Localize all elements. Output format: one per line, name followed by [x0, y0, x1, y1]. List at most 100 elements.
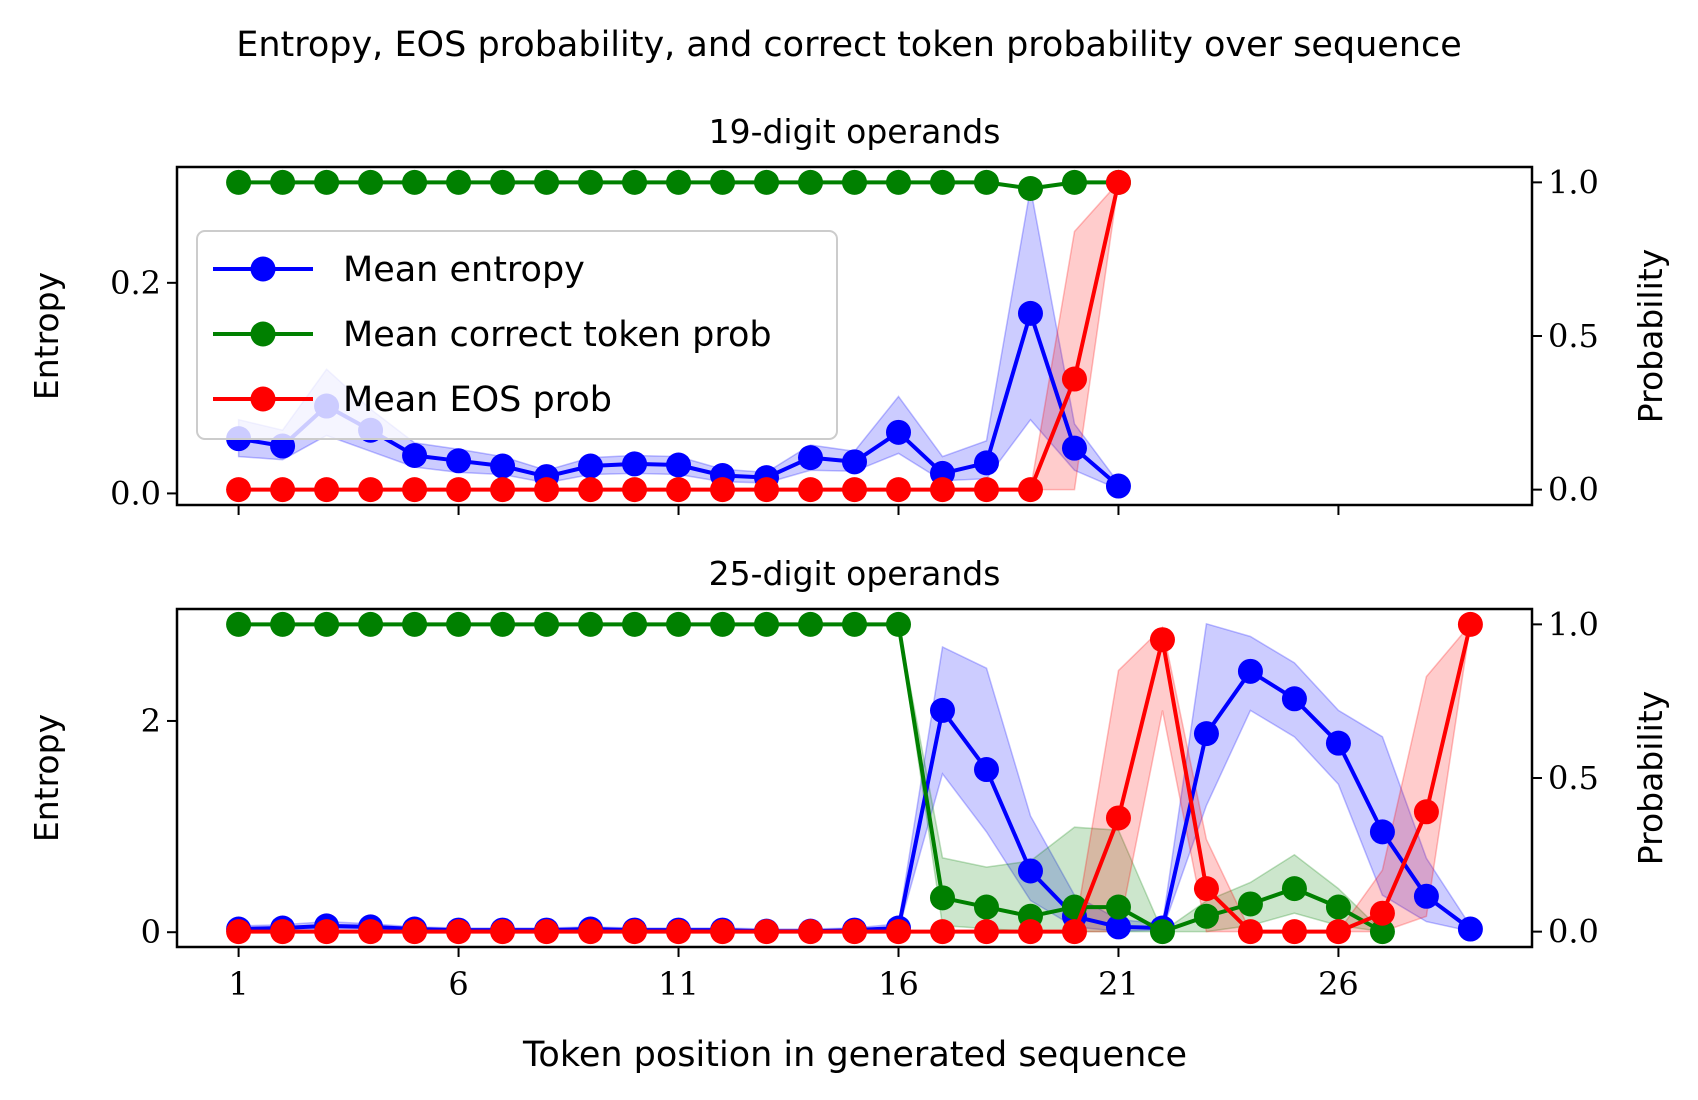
data-point [1193, 876, 1219, 902]
data-point [710, 919, 736, 945]
data-point [314, 919, 340, 945]
data-point [1017, 477, 1043, 503]
x-tick-label: 6 [448, 965, 468, 1003]
data-point [1237, 919, 1263, 945]
data-point [226, 611, 252, 637]
data-point [402, 919, 428, 945]
data-point [929, 477, 955, 503]
y2-tick-label: 0.0 [1548, 913, 1599, 951]
data-point [1193, 721, 1219, 747]
data-point [1105, 914, 1131, 940]
data-point [798, 169, 824, 195]
data-point [929, 885, 955, 911]
data-point [1369, 919, 1395, 945]
data-point [1457, 611, 1483, 637]
legend-label: Mean EOS prob [343, 380, 612, 420]
data-point [314, 169, 340, 195]
data-point [402, 443, 428, 469]
data-point [1017, 176, 1043, 202]
data-point [1413, 799, 1439, 825]
data-point [1105, 169, 1131, 195]
data-point [534, 477, 560, 503]
data-point [666, 477, 692, 503]
data-point [666, 169, 692, 195]
y-axis-label: Entropy [27, 714, 66, 842]
data-point [710, 169, 736, 195]
y2-axis-label: Probability [1631, 691, 1670, 865]
panel-title: 25-digit operands [709, 554, 1001, 593]
data-point [1413, 883, 1439, 909]
data-point [622, 919, 648, 945]
x-tick-label: 21 [1098, 965, 1139, 1003]
y2-tick-label: 0.5 [1548, 759, 1599, 797]
data-point [270, 919, 296, 945]
data-point [885, 611, 911, 637]
data-point [534, 611, 560, 637]
data-point [622, 169, 648, 195]
figure-title: Entropy, EOS probability, and correct to… [236, 25, 1462, 65]
y2-axis-label: Probability [1631, 249, 1670, 423]
data-point [314, 611, 340, 637]
legend[interactable]: Mean entropy Mean correct token prob Mean … [196, 230, 838, 440]
legend-entry: Mean entropy [213, 250, 585, 290]
data-point [402, 611, 428, 637]
series-mean-correct-token-prob [226, 611, 1395, 945]
data-point [754, 611, 780, 637]
data-point [1237, 658, 1263, 684]
data-point [534, 169, 560, 195]
data-point [358, 611, 384, 637]
legend-box [196, 230, 838, 440]
data-point [490, 169, 516, 195]
legend-label: Mean correct token prob [343, 315, 772, 355]
data-point [1281, 686, 1307, 712]
data-point [842, 919, 867, 945]
legend-entry: Mean correct token prob [213, 315, 772, 355]
data-point [842, 169, 867, 195]
data-point [798, 445, 824, 471]
data-point [973, 450, 999, 476]
data-point [885, 919, 911, 945]
data-point [314, 477, 340, 503]
data-point [622, 451, 648, 477]
data-point [1457, 916, 1483, 942]
data-point [1105, 473, 1131, 499]
x-tick-label: 1 [228, 965, 248, 1003]
data-point [402, 169, 428, 195]
data-point [929, 919, 955, 945]
data-point [929, 697, 955, 723]
data-point [1193, 903, 1219, 929]
y2-tick-label: 1.0 [1548, 605, 1599, 643]
data-point [666, 452, 692, 478]
data-point [1017, 300, 1043, 326]
data-point [973, 919, 999, 945]
y-tick-label: 0.0 [110, 474, 161, 512]
data-point [1149, 627, 1175, 653]
legend-marker [250, 386, 276, 412]
y-axis-label: Entropy [27, 272, 66, 400]
data-point [226, 169, 252, 195]
data-point [446, 919, 472, 945]
legend-label: Mean entropy [343, 250, 585, 290]
panel-title: 19-digit operands [709, 112, 1001, 151]
data-point [490, 611, 516, 637]
data-point [578, 477, 604, 503]
data-point [446, 169, 472, 195]
data-point [270, 477, 296, 503]
data-point [358, 477, 384, 503]
data-point [358, 169, 384, 195]
data-point [798, 919, 824, 945]
x-tick-label: 16 [878, 965, 919, 1003]
data-point [578, 919, 604, 945]
data-point [270, 169, 296, 195]
legend-entry: Mean EOS prob [213, 380, 612, 420]
data-point [1105, 894, 1131, 920]
data-point [798, 611, 824, 637]
data-point [446, 611, 472, 637]
data-point [885, 477, 911, 503]
data-point [1281, 876, 1307, 902]
series-mean-eos-prob [226, 169, 1131, 503]
data-point [1061, 366, 1087, 392]
data-point [490, 919, 516, 945]
data-point [1017, 858, 1043, 884]
